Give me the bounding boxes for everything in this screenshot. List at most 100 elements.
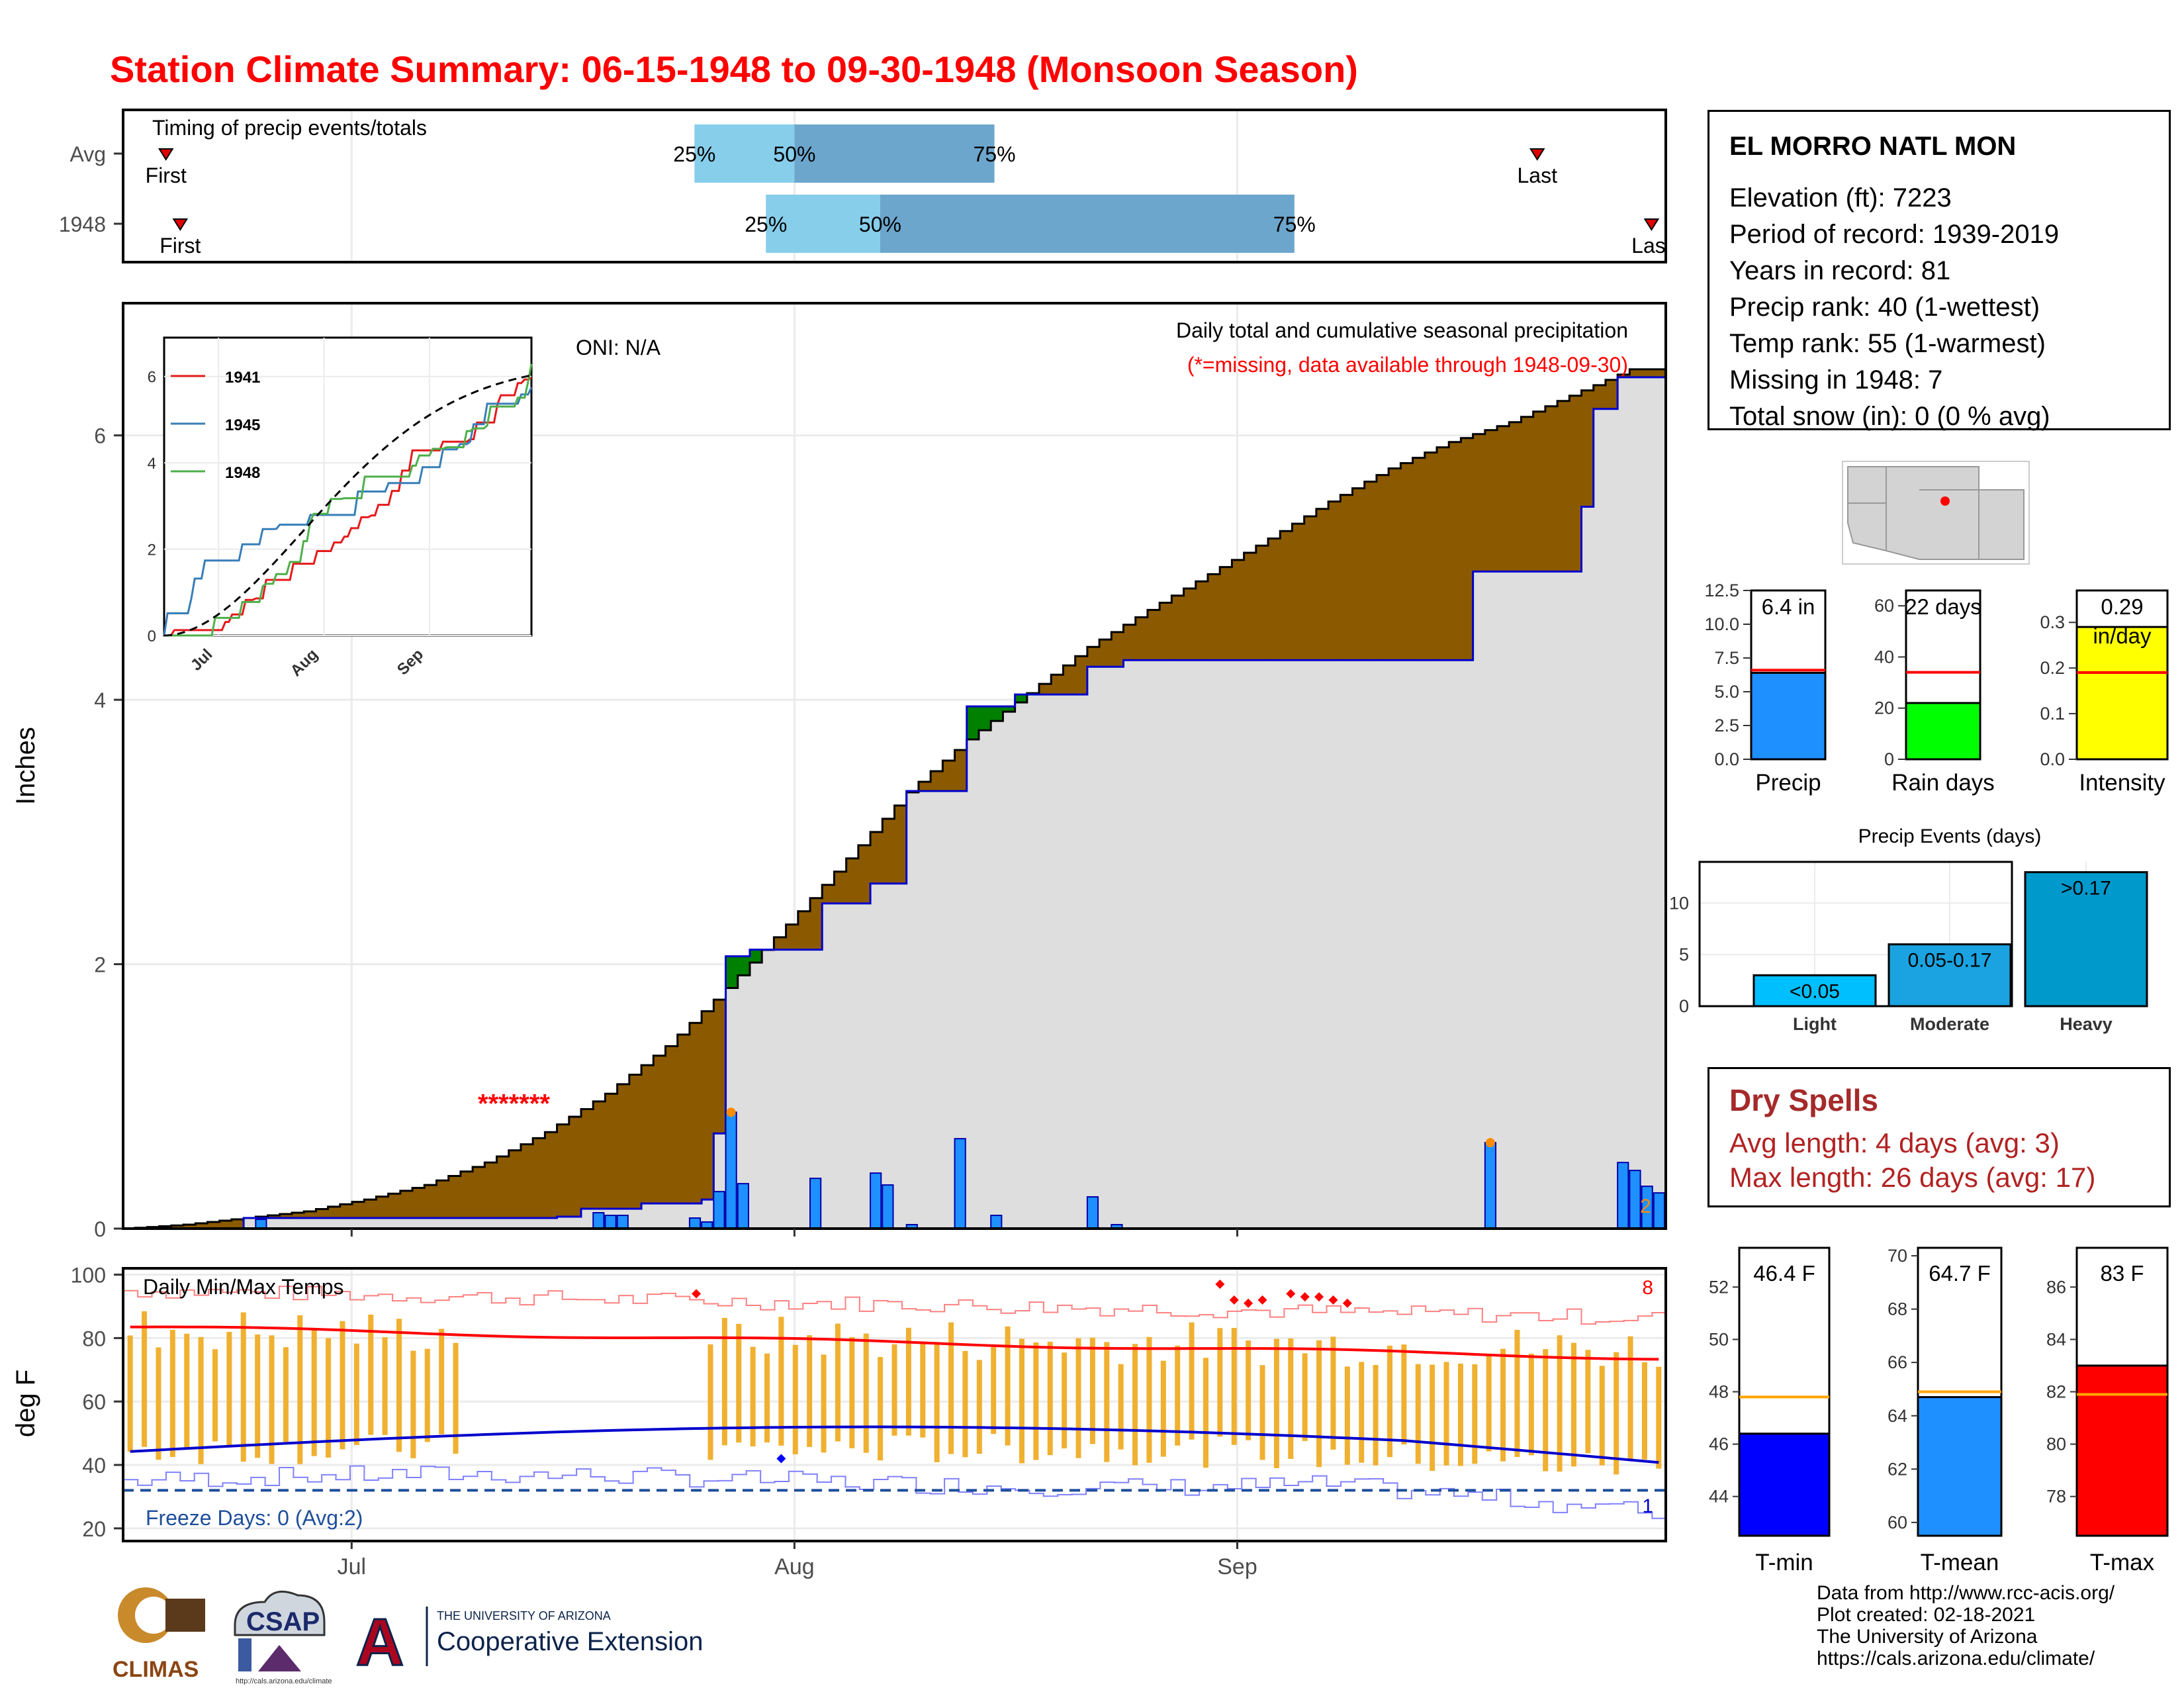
deficit-area	[1316, 508, 1329, 661]
deficit-area	[412, 1188, 425, 1219]
daily-temp-bar	[878, 1356, 884, 1461]
grey-area	[279, 1218, 293, 1229]
record-low-line	[123, 1465, 1666, 1519]
deficit-area	[1147, 610, 1160, 661]
grey-area	[1135, 660, 1148, 1229]
record-dot	[726, 1107, 736, 1117]
grey-area	[641, 1203, 654, 1229]
gauge-bar	[1750, 671, 1827, 761]
tgauge-y-tick: 50	[1709, 1329, 1729, 1349]
daily-temp-bar	[1330, 1336, 1336, 1450]
daily-temp-bar	[340, 1321, 345, 1450]
daily-temp-bar	[142, 1311, 148, 1447]
events-y-tick: 10	[1669, 893, 1689, 913]
grey-area	[629, 1209, 642, 1229]
daily-temp-bar	[226, 1331, 232, 1448]
daily-temp-bar	[1486, 1355, 1492, 1452]
daily-precip-bar	[1629, 1170, 1641, 1230]
gauge-y-tick: 0.3	[2040, 612, 2065, 632]
inset-frame	[163, 336, 533, 637]
grey-area	[1304, 660, 1317, 1229]
daily-temp-bar	[1273, 1338, 1279, 1468]
grey-area	[822, 903, 835, 1229]
daily-precip-bar	[604, 1215, 617, 1229]
gauge-y-tick: 0	[1884, 749, 1894, 769]
temp-gauges: 44 46 48 50 52 46.4 F T-min 60 62 64 66 68 70 64.7 F T…	[1709, 1246, 2169, 1575]
grey-area	[1497, 571, 1510, 1229]
y-tick-label: 2	[94, 953, 106, 977]
grey-area	[424, 1218, 437, 1229]
grey-area	[267, 1218, 281, 1229]
daily-precip-bar	[688, 1217, 702, 1229]
daily-temp-bar	[1430, 1364, 1435, 1471]
deficit-area	[1653, 369, 1666, 377]
grey-area	[1111, 667, 1124, 1229]
gauge-y-tick: 0.0	[2040, 749, 2065, 769]
station-name: EL MORRO NATL MON	[1729, 132, 2017, 161]
timing-row-label: 1948	[59, 212, 106, 236]
ua-line2: Cooperative Extension	[437, 1627, 703, 1656]
deficit-area	[1364, 481, 1377, 661]
grey-area	[1424, 660, 1437, 1229]
gauge-y-tick: 60	[1874, 596, 1894, 616]
daily-temp-bar	[326, 1338, 332, 1458]
surplus-area	[1015, 694, 1028, 703]
deficit-area	[1244, 553, 1257, 661]
inset-y-tick: 6	[148, 369, 156, 387]
deficit-area	[581, 1109, 594, 1209]
surplus-area	[749, 949, 762, 963]
precip-gauges: 0.0 2.5 5.0 7.5 10.0 12.5 6.4 in Precip 0 20 40 60 2…	[1704, 581, 2169, 796]
deficit-area	[508, 1150, 522, 1219]
grey-area	[931, 790, 943, 1229]
grey-area	[834, 903, 847, 1229]
tgauge-y-tick: 62	[1888, 1459, 1907, 1479]
daily-temp-bar	[920, 1341, 926, 1438]
timing-first: First	[146, 164, 187, 187]
gauge-bar	[1905, 702, 1981, 761]
tgauge-label: T-max	[2090, 1550, 2155, 1575]
deficit-area	[400, 1190, 413, 1219]
grey-area	[1160, 660, 1172, 1229]
legend-label: 1945	[225, 416, 260, 434]
daily-temp-bar	[1033, 1342, 1039, 1460]
daily-precip-bar	[990, 1215, 1003, 1229]
deficit-area	[653, 1055, 666, 1204]
deficit-area	[460, 1171, 473, 1219]
grey-area	[810, 949, 823, 1229]
daily-temp-bar	[297, 1315, 303, 1464]
events-title: Precip Events (days)	[1858, 825, 2042, 847]
deficit-area	[1135, 617, 1148, 661]
surplus-area	[737, 956, 751, 976]
deficit-area	[1328, 501, 1341, 661]
grey-area	[665, 1203, 678, 1229]
deficit-area	[376, 1196, 389, 1219]
deficit-area	[593, 1101, 606, 1209]
oni-label: ONI: N/A	[576, 336, 661, 359]
grey-area	[762, 950, 774, 1229]
annotation-sub: (*=missing, data available through 1948-…	[1187, 353, 1628, 377]
page-title: Station Climate Summary: 06-15-1948 to 0…	[110, 48, 1358, 90]
grey-area	[557, 1217, 570, 1229]
grey-area	[328, 1218, 341, 1229]
deficit-area	[1473, 434, 1486, 572]
deficit-area	[702, 1011, 714, 1200]
deficit-area	[774, 937, 787, 950]
deficit-area	[1581, 390, 1594, 507]
daily-temp-bar	[410, 1350, 416, 1458]
record-high-point	[1286, 1289, 1296, 1299]
grey-area	[1376, 660, 1389, 1229]
deficit-area	[1111, 632, 1124, 667]
grey-area	[1533, 571, 1546, 1229]
daily-temp-bar	[1118, 1364, 1124, 1450]
deficit-area	[316, 1209, 329, 1219]
deficit-area	[931, 771, 943, 791]
dry-spells-title: Dry Spells	[1729, 1083, 1878, 1117]
daily-temp-bar	[269, 1335, 275, 1464]
gauge-y-tick: 12.5	[1704, 581, 1739, 600]
csap-url: http://cals.arizona.edu/climate	[236, 1677, 332, 1685]
tgauge-bar	[2075, 1364, 2169, 1537]
daily-temp-bar	[1062, 1352, 1068, 1449]
record-high-point	[692, 1289, 702, 1299]
daily-temp-bar	[424, 1348, 430, 1442]
daily-temp-bar	[1160, 1360, 1166, 1457]
